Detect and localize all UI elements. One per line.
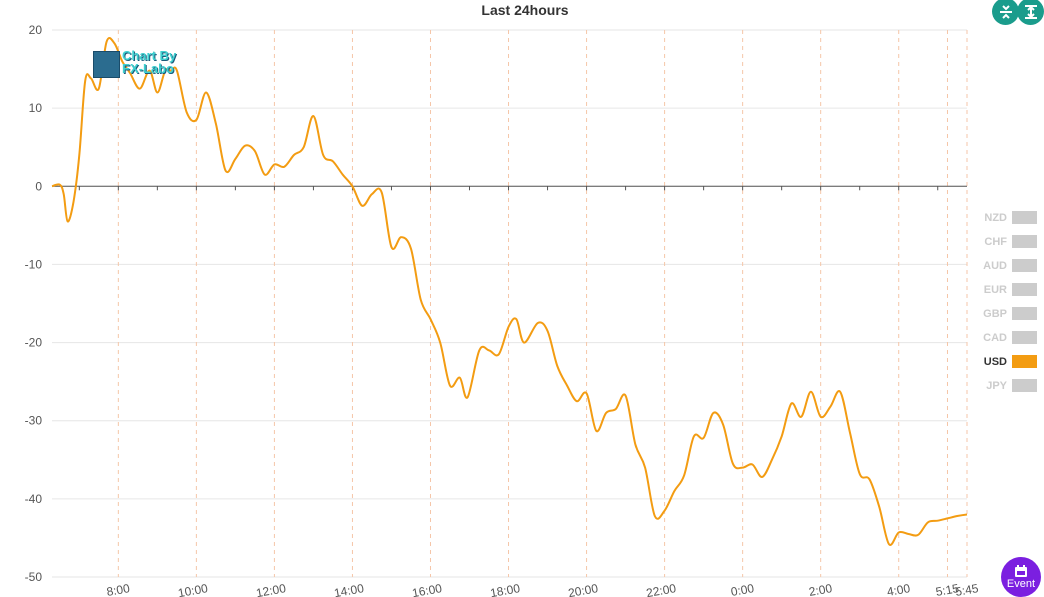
legend-label: GBP xyxy=(983,308,1007,320)
y-tick-label: -30 xyxy=(25,414,43,428)
y-tick-label: 20 xyxy=(29,23,43,37)
series-layer xyxy=(51,37,968,547)
legend-label: JPY xyxy=(986,380,1007,392)
event-button[interactable]: Event xyxy=(1001,557,1041,597)
legend-item-nzd[interactable]: NZD xyxy=(984,211,1037,224)
x-tick-label: 5:15 xyxy=(935,581,961,597)
zoom-in-button[interactable] xyxy=(992,0,1019,25)
y-tick-label: -10 xyxy=(25,257,43,271)
legend-label: NZD xyxy=(984,212,1007,224)
legend-swatch xyxy=(1012,211,1037,224)
watermark-line1: Chart By xyxy=(122,48,177,63)
legend-swatch xyxy=(1012,283,1037,296)
x-tick-label: 22:00 xyxy=(645,581,677,597)
watermark-logo: Chart By FX-Labo xyxy=(93,49,188,79)
legend-label: EUR xyxy=(984,284,1007,296)
collapse-vertical-icon xyxy=(999,4,1012,19)
x-tick-label: 20:00 xyxy=(567,581,599,597)
legend-item-chf[interactable]: CHF xyxy=(984,235,1037,248)
y-tick-label: -50 xyxy=(25,570,43,584)
chart-title: Last 24hours xyxy=(481,2,568,18)
x-tick-label: 5:45 xyxy=(954,581,980,597)
legend-swatch xyxy=(1012,235,1037,248)
x-tick-label: 16:00 xyxy=(411,581,443,597)
y-tick-label: 10 xyxy=(29,101,43,115)
x-tick-label: 8:00 xyxy=(105,581,131,597)
event-label: Event xyxy=(1006,578,1036,590)
legend-item-aud[interactable]: AUD xyxy=(983,259,1037,272)
grid xyxy=(52,29,968,578)
legend-swatch xyxy=(1012,307,1037,320)
legend-label: CHF xyxy=(984,236,1007,248)
x-tick-label: 2:00 xyxy=(808,581,834,597)
legend-item-gbp[interactable]: GBP xyxy=(983,307,1037,320)
expand-vertical-icon xyxy=(1024,4,1037,19)
x-tick-label: 12:00 xyxy=(255,581,287,597)
legend-label: AUD xyxy=(983,260,1007,272)
calendar-icon xyxy=(1015,565,1027,577)
x-tick-label: 4:00 xyxy=(886,581,912,597)
legend-item-eur[interactable]: EUR xyxy=(984,283,1037,296)
x-tick-label: 14:00 xyxy=(333,581,365,597)
watermark-line2: FX-Labo xyxy=(122,61,174,76)
legend-label: USD xyxy=(984,356,1007,368)
zoom-out-button[interactable] xyxy=(1017,0,1044,25)
legend-item-jpy[interactable]: JPY xyxy=(986,379,1037,392)
legend: NZD CHF AUD EUR GBP CAD USD JPY xyxy=(983,211,1037,392)
legend-swatch xyxy=(1012,259,1037,272)
magnifier-icon xyxy=(93,51,120,78)
y-tick-label: -20 xyxy=(25,336,43,350)
axes: 20 10 0 -10 -20 -30 -40 -50 8:00 10:00 12:00 14:00 1… xyxy=(25,23,980,597)
legend-item-cad[interactable]: CAD xyxy=(983,331,1037,344)
series-line-usd[interactable] xyxy=(51,37,968,547)
x-tick-label: 10:00 xyxy=(177,581,209,597)
legend-swatch xyxy=(1012,331,1037,344)
x-tick-label: 18:00 xyxy=(489,581,521,597)
y-tick-label: -40 xyxy=(25,492,43,506)
legend-swatch xyxy=(1012,379,1037,392)
legend-swatch xyxy=(1012,355,1037,368)
legend-item-usd[interactable]: USD xyxy=(984,355,1037,368)
y-tick-label: 0 xyxy=(35,179,42,193)
legend-label: CAD xyxy=(983,332,1007,344)
x-tick-label: 0:00 xyxy=(730,581,756,597)
